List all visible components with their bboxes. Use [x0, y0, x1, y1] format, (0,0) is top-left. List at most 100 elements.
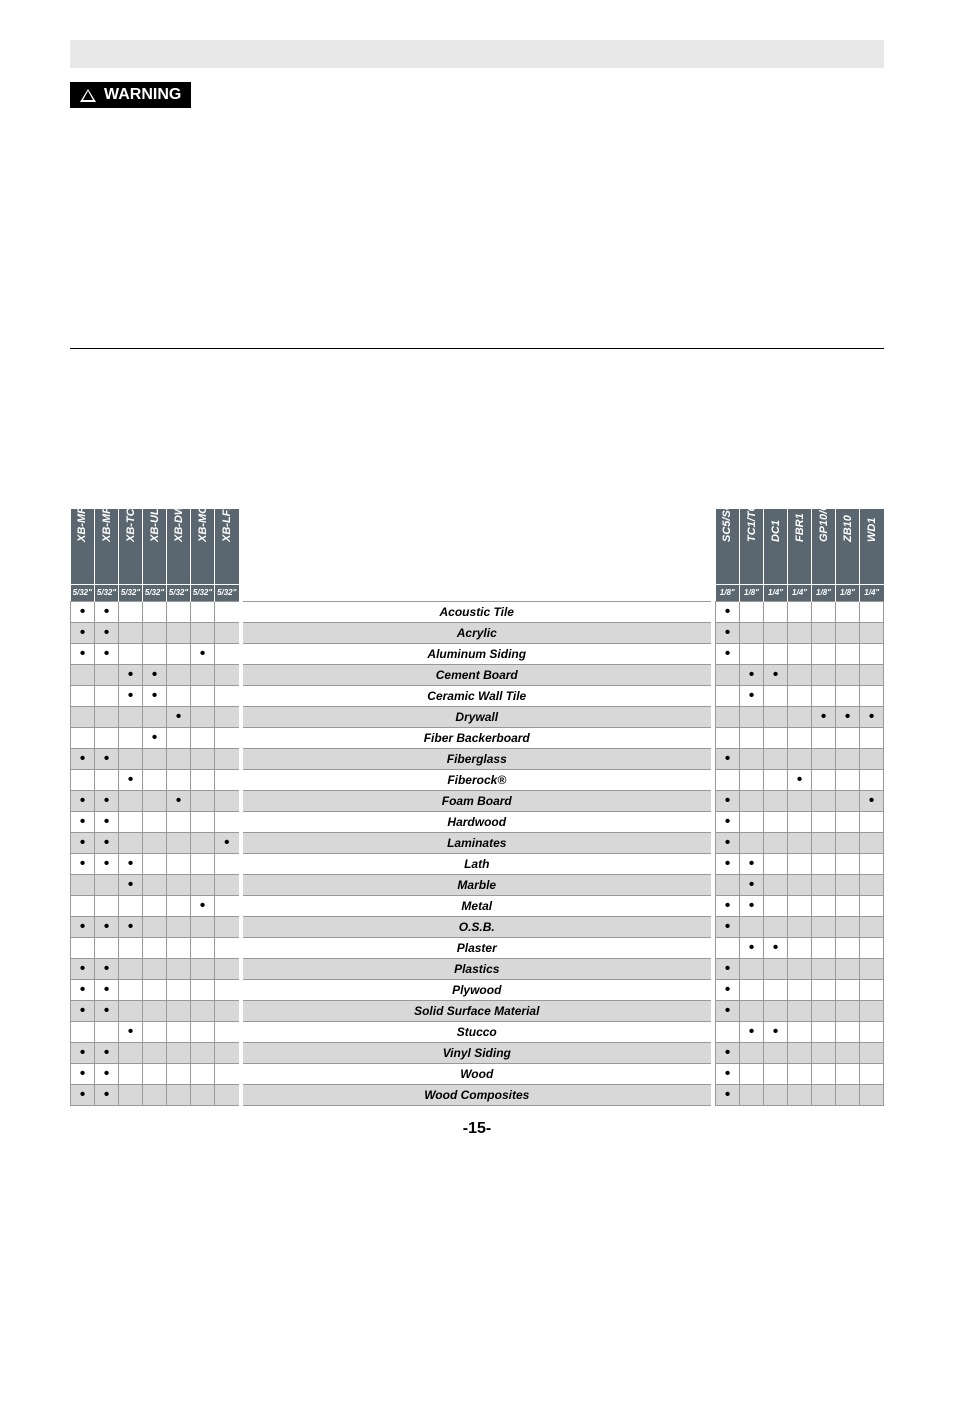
dot-cell — [119, 958, 143, 979]
dot-cell — [71, 706, 95, 727]
table-row: • — [71, 895, 239, 916]
dot-cell — [716, 937, 740, 958]
dot-cell — [167, 1084, 191, 1105]
dot-cell — [119, 937, 143, 958]
right-header-row: SC5/SC25TC1/TC10DC1FBR1GP10/GP25ZB10WD1 — [716, 509, 884, 584]
dot-cell — [215, 916, 239, 937]
dot-cell — [740, 748, 764, 769]
material-table: Acoustic TileAcrylicAluminum SidingCemen… — [243, 509, 712, 1106]
dot-cell — [764, 1042, 788, 1063]
dot-cell: • — [71, 853, 95, 874]
right-size-5: 1/8" — [836, 584, 860, 601]
right-header-2: DC1 — [764, 509, 788, 584]
dot-cell — [119, 1084, 143, 1105]
dot-cell: • — [71, 748, 95, 769]
table-row: Stucco — [243, 1021, 712, 1042]
dot-cell — [143, 643, 167, 664]
dot-cell — [788, 1084, 812, 1105]
material-name: Plaster — [243, 937, 712, 958]
table-row: •• — [71, 622, 239, 643]
material-name: Foam Board — [243, 790, 712, 811]
dot-cell — [860, 1042, 884, 1063]
dot-cell — [143, 1000, 167, 1021]
dot-cell — [836, 1000, 860, 1021]
dot-cell: • — [740, 895, 764, 916]
table-row: Fiber Backerboard — [243, 727, 712, 748]
left-header-5: XB-MC1 — [191, 509, 215, 584]
table-row: ••• — [716, 706, 884, 727]
dot-cell — [812, 832, 836, 853]
dot-cell — [167, 769, 191, 790]
right-size-3: 1/4" — [788, 584, 812, 601]
dot-cell — [143, 874, 167, 895]
material-name: Aluminum Siding — [243, 643, 712, 664]
dot-cell — [860, 832, 884, 853]
dot-cell — [812, 664, 836, 685]
dot-cell — [764, 853, 788, 874]
dot-cell — [191, 916, 215, 937]
dot-cell — [740, 1063, 764, 1084]
dot-cell: • — [716, 1084, 740, 1105]
table-row: Foam Board — [243, 790, 712, 811]
dot-cell: • — [143, 664, 167, 685]
table-row: Ceramic Wall Tile — [243, 685, 712, 706]
dot-cell — [836, 979, 860, 1000]
dot-cell — [215, 1084, 239, 1105]
table-row: ••• — [71, 832, 239, 853]
dot-cell — [191, 1084, 215, 1105]
dot-cell — [836, 832, 860, 853]
dot-cell — [740, 811, 764, 832]
dot-cell — [119, 727, 143, 748]
dot-cell — [740, 1042, 764, 1063]
material-size-spacer — [243, 584, 712, 601]
dot-cell — [143, 1021, 167, 1042]
dot-cell — [716, 685, 740, 706]
dot-cell — [143, 853, 167, 874]
dot-cell — [788, 601, 812, 622]
table-row: • — [716, 874, 884, 895]
dot-cell — [788, 916, 812, 937]
dot-cell — [191, 853, 215, 874]
dot-cell — [788, 727, 812, 748]
left-header-row: XB-MP2XB-MPGP2XB-TC1XB-UL1XB-DW2XB-MC1XB… — [71, 509, 239, 584]
table-row: •• — [71, 1000, 239, 1021]
dot-cell — [191, 1063, 215, 1084]
left-size-1: 5/32" — [95, 584, 119, 601]
dot-cell — [143, 979, 167, 1000]
dot-cell — [95, 1021, 119, 1042]
dot-cell — [716, 706, 740, 727]
material-name: Ceramic Wall Tile — [243, 685, 712, 706]
dot-cell — [119, 979, 143, 1000]
table-row: •• — [71, 979, 239, 1000]
table-row: Hardwood — [243, 811, 712, 832]
dot-cell: • — [95, 916, 119, 937]
left-header-6: XB-LF1 — [215, 509, 239, 584]
right-size-0: 1/8" — [716, 584, 740, 601]
dot-cell — [740, 601, 764, 622]
table-row: Fiberglass — [243, 748, 712, 769]
material-header-spacer — [243, 509, 712, 584]
dot-cell — [167, 916, 191, 937]
table-row: • — [716, 811, 884, 832]
dot-cell — [215, 748, 239, 769]
dot-cell: • — [716, 1063, 740, 1084]
dot-cell: • — [716, 895, 740, 916]
dot-cell: • — [71, 643, 95, 664]
table-row: • — [716, 979, 884, 1000]
table-row: •• — [716, 790, 884, 811]
dot-cell — [215, 1063, 239, 1084]
dot-cell — [191, 1000, 215, 1021]
dot-cell — [764, 916, 788, 937]
table-row: Cement Board — [243, 664, 712, 685]
dot-cell — [191, 685, 215, 706]
dot-cell — [764, 1063, 788, 1084]
dot-cell — [860, 727, 884, 748]
dot-cell: • — [716, 601, 740, 622]
dot-cell — [764, 727, 788, 748]
dot-cell — [740, 1084, 764, 1105]
dot-cell — [191, 874, 215, 895]
dot-cell — [191, 769, 215, 790]
dot-cell — [788, 937, 812, 958]
right-header-1: TC1/TC10 — [740, 509, 764, 584]
table-row: Laminates — [243, 832, 712, 853]
